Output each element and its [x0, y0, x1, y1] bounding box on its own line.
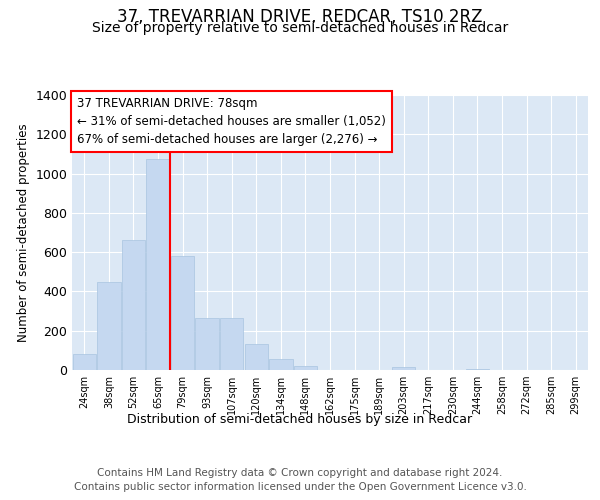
Text: Size of property relative to semi-detached houses in Redcar: Size of property relative to semi-detach…: [92, 21, 508, 35]
Bar: [245, 344, 268, 370]
Bar: [122, 240, 145, 370]
Text: Contains HM Land Registry data © Crown copyright and database right 2024.
Contai: Contains HM Land Registry data © Crown c…: [74, 468, 526, 491]
Text: 37, TREVARRIAN DRIVE, REDCAR, TS10 2RZ: 37, TREVARRIAN DRIVE, REDCAR, TS10 2RZ: [117, 8, 483, 26]
Y-axis label: Number of semi-detached properties: Number of semi-detached properties: [17, 123, 30, 342]
Text: 37 TREVARRIAN DRIVE: 78sqm
← 31% of semi-detached houses are smaller (1,052)
67%: 37 TREVARRIAN DRIVE: 78sqm ← 31% of semi…: [77, 97, 386, 146]
Bar: [269, 359, 293, 370]
Bar: [220, 318, 244, 370]
Bar: [73, 354, 96, 370]
Bar: [171, 256, 194, 370]
Bar: [146, 159, 170, 370]
Bar: [466, 369, 489, 370]
Text: Distribution of semi-detached houses by size in Redcar: Distribution of semi-detached houses by …: [127, 412, 473, 426]
Bar: [392, 367, 415, 370]
Bar: [294, 366, 317, 370]
Bar: [196, 318, 219, 370]
Bar: [97, 282, 121, 370]
